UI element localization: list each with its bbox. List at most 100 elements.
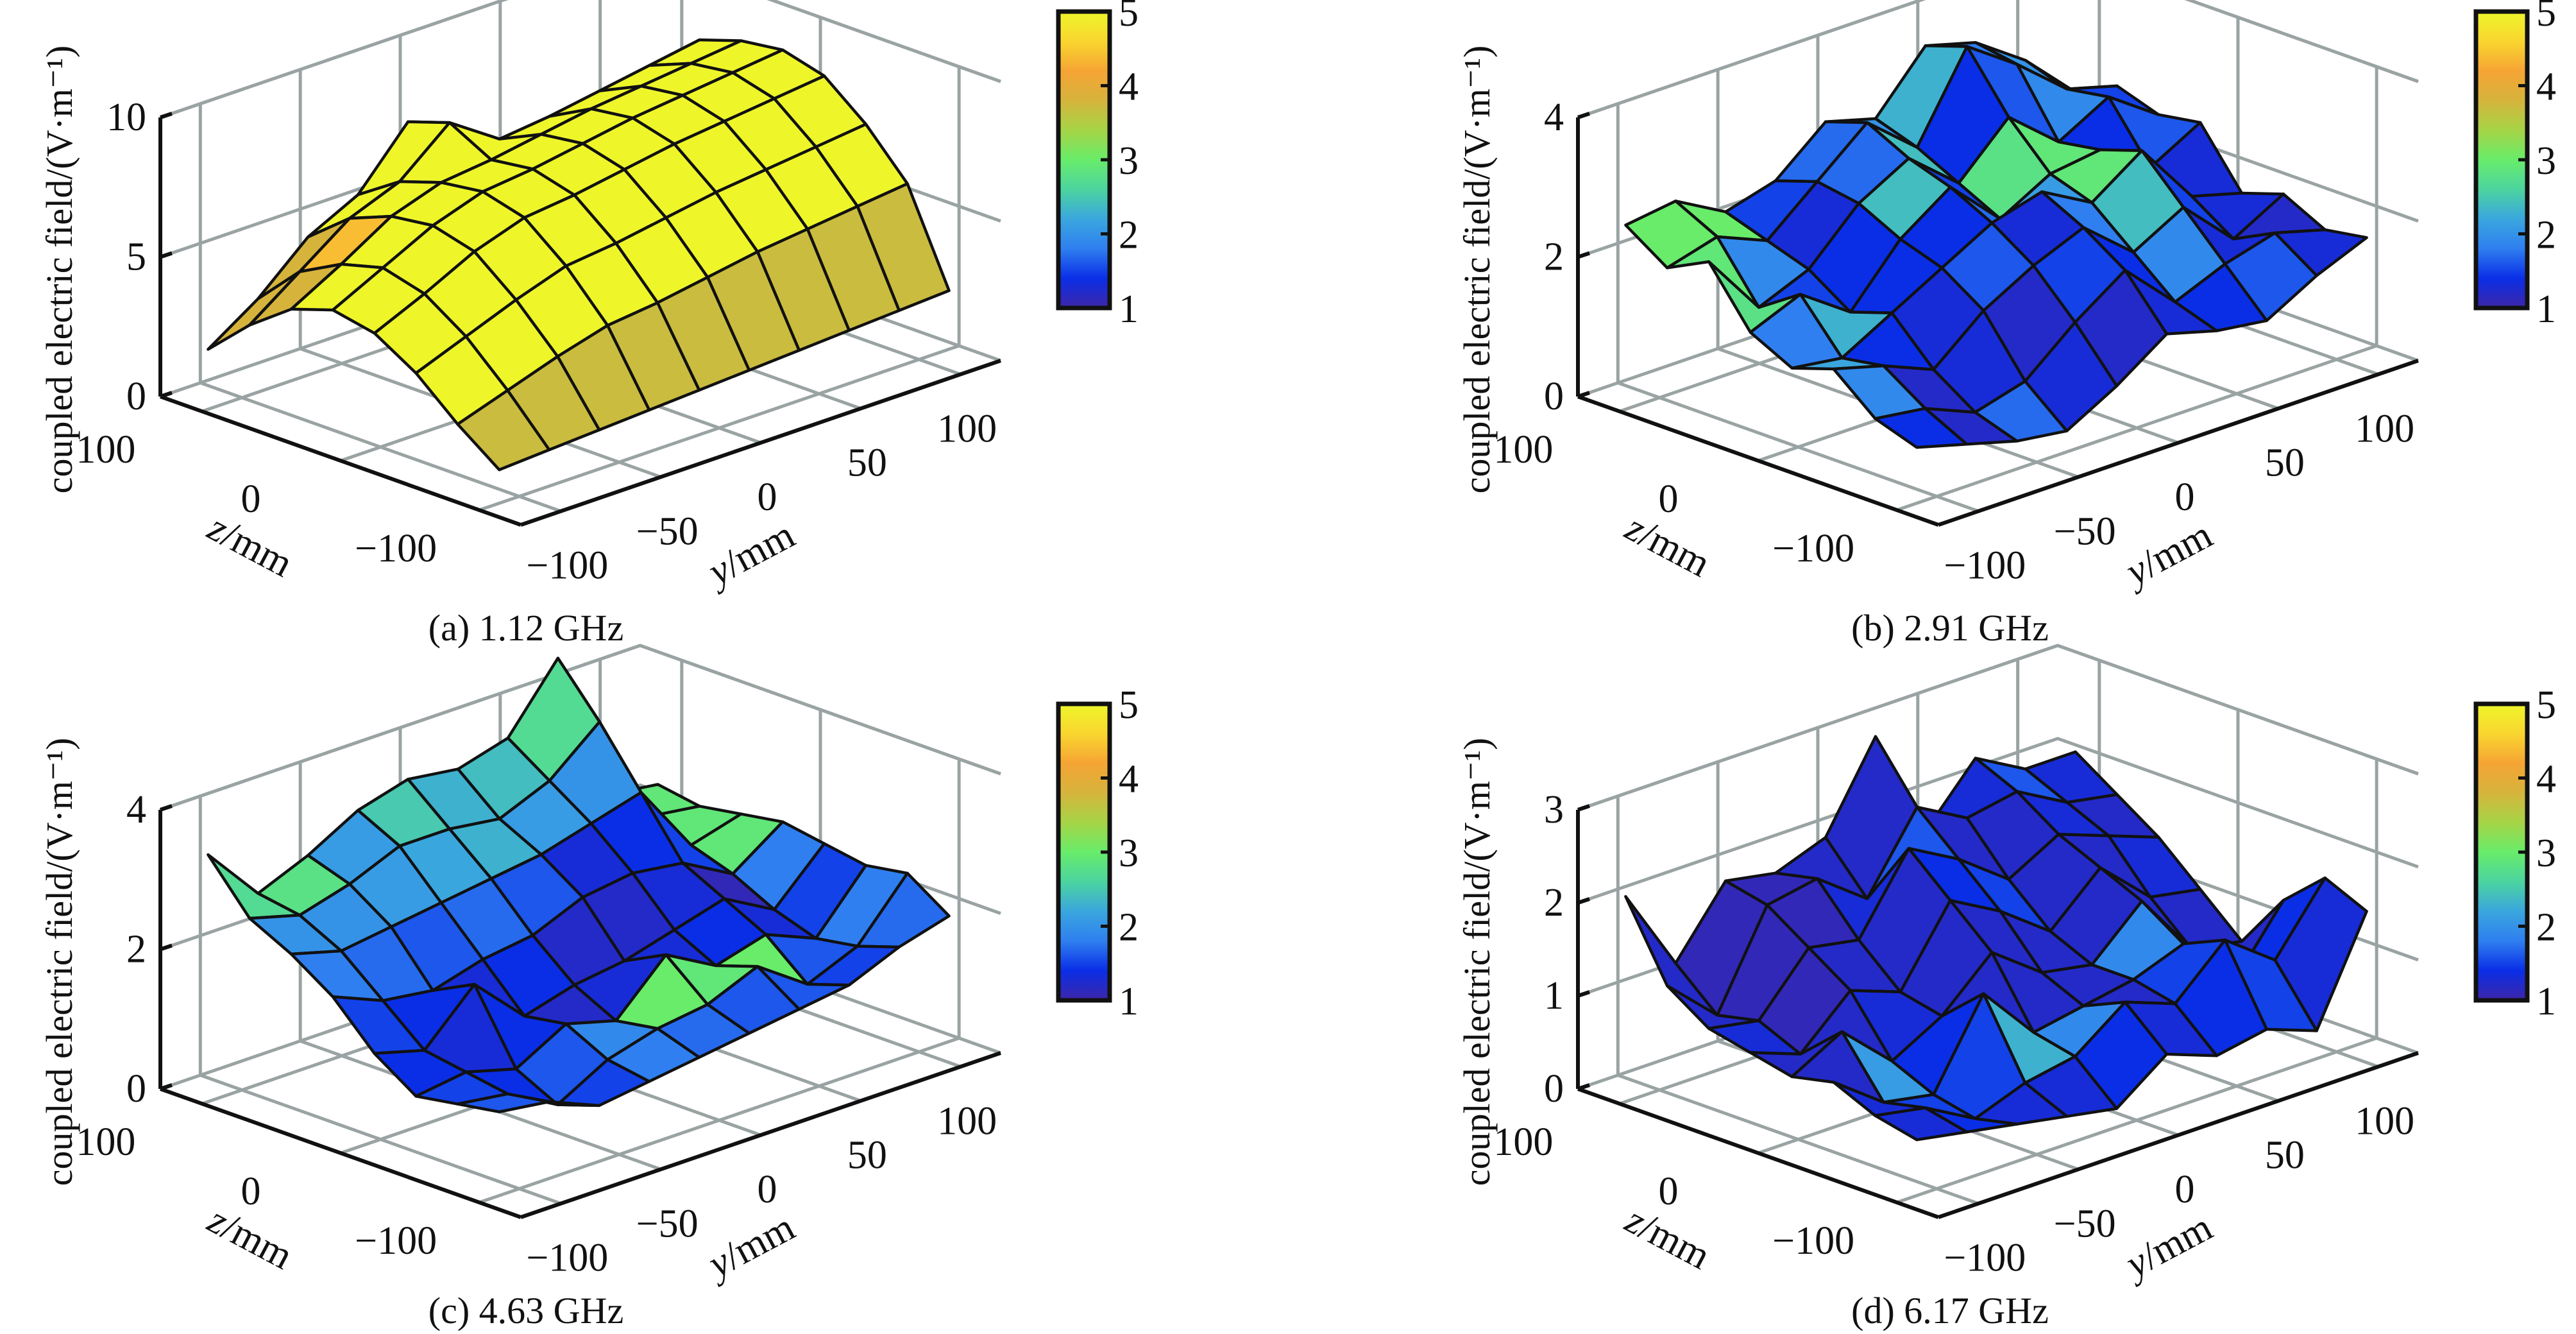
grid-line	[160, 0, 1001, 119]
z-tick-label: −100	[355, 527, 437, 570]
y-tick-label: 50	[2265, 441, 2305, 485]
y-tick-label: −50	[636, 509, 699, 553]
colorbar-tick-label: 5	[2536, 0, 2556, 35]
value-tick	[160, 251, 173, 259]
y-tick-label: −100	[526, 1236, 608, 1280]
surface-face	[456, 1092, 551, 1114]
value-tick-label: 2	[1544, 881, 1564, 925]
surface	[1624, 735, 2368, 1142]
z-tick-label: 0	[1659, 477, 1679, 521]
colorbar-tick-label: 2	[2536, 906, 2556, 950]
grid-line	[160, 644, 1001, 812]
y-tick-label: −100	[1944, 544, 2026, 588]
colorbar-tick-label: 3	[2536, 832, 2556, 875]
surface	[207, 656, 951, 1114]
y-axis-line	[1938, 1051, 2419, 1219]
y-axis-line	[520, 359, 1001, 527]
z-tick-label: −100	[355, 1219, 437, 1263]
value-tick-label: 2	[1544, 235, 1564, 279]
value-tick	[160, 1083, 173, 1091]
colorbar: 1 2 3 4 5	[2473, 0, 2556, 331]
value-tick	[160, 112, 173, 119]
z-tick-label: 100	[76, 1120, 135, 1164]
z-axis-line	[159, 395, 522, 527]
value-tick-label: 0	[126, 375, 146, 418]
value-axis-label: coupled electric field/(V·m⁻¹)	[38, 738, 80, 1186]
surface-face	[1874, 407, 1969, 449]
colorbar-tick-label: 2	[2536, 214, 2556, 257]
caption-b: (b) 2.91 GHz	[1851, 607, 2049, 649]
value-tick-label: 4	[1544, 96, 1564, 139]
y-tick-label: 50	[847, 441, 887, 485]
colorbar: 1 2 3 4 5	[1056, 683, 1139, 1023]
y-axis-label: y/mm	[2115, 1205, 2219, 1288]
y-tick-label: −50	[2054, 509, 2116, 553]
grid-line	[1577, 0, 2419, 119]
panel-a: (a) 1.12 GHz 0 5 10 100 0 −100 −100 −50 0 50 100 z/…	[38, 0, 1139, 649]
y-tick-label: 100	[2355, 1099, 2414, 1143]
z-tick-label: 100	[76, 428, 135, 472]
colorbar-tick-label: 2	[1119, 214, 1139, 257]
value-tick-label: 0	[1544, 1067, 1564, 1111]
value-tick	[160, 391, 173, 398]
y-tick-label: −100	[1944, 1236, 2026, 1280]
value-tick-label: 10	[106, 96, 146, 139]
y-tick-label: 0	[758, 1168, 777, 1211]
caption-a: (a) 1.12 GHz	[428, 607, 623, 649]
value-tick	[1577, 112, 1590, 119]
grid-line	[479, 1036, 960, 1204]
value-tick-label: 0	[126, 1067, 146, 1111]
z-tick-label: −100	[1772, 1219, 1854, 1263]
value-tick	[1577, 897, 1590, 905]
colorbar-tick-label: 5	[2536, 683, 2556, 727]
y-tick-label: 50	[2265, 1134, 2305, 1177]
grid-line	[479, 344, 960, 512]
value-tick	[1577, 1083, 1590, 1091]
value-axis-label: coupled electric field/(V·m⁻¹)	[38, 46, 80, 494]
value-tick-label: 4	[126, 788, 146, 832]
y-tick-label: −100	[526, 544, 608, 588]
value-tick	[1577, 391, 1590, 398]
colorbar-tick-label: 3	[2536, 139, 2556, 183]
y-axis-line	[520, 1051, 1001, 1219]
z-axis-line	[1577, 395, 1940, 527]
grid-line	[1896, 1036, 2377, 1204]
colorbar: 1 2 3 4 5	[1056, 0, 1139, 331]
z-tick-label: 100	[1493, 1120, 1553, 1164]
surface	[1624, 41, 2368, 449]
value-tick	[160, 804, 173, 812]
surface-face	[1874, 1106, 1969, 1142]
y-tick-label: −50	[2054, 1202, 2116, 1245]
value-tick	[1577, 990, 1590, 998]
surface	[207, 38, 951, 472]
colorbar-tick-label: 1	[2536, 287, 2556, 331]
z-axis-line	[1577, 1087, 1940, 1219]
y-axis-line	[1938, 359, 2419, 527]
caption-d: (d) 6.17 GHz	[1851, 1290, 2049, 1331]
grid-line	[1577, 644, 2419, 812]
colorbar-tick-label: 3	[1119, 832, 1139, 875]
colorbar-tick-label: 1	[2536, 980, 2556, 1023]
value-tick-label: 1	[1544, 974, 1564, 1018]
value-axis-label: coupled electric field/(V·m⁻¹)	[1456, 46, 1498, 494]
grid-line	[1896, 344, 2377, 512]
y-tick-label: 100	[937, 407, 997, 450]
colorbar-tick-label: 4	[2536, 758, 2556, 801]
y-axis-label: y/mm	[698, 1205, 802, 1288]
y-tick-label: 50	[847, 1134, 887, 1177]
y-tick-label: 100	[937, 1099, 997, 1143]
z-tick-label: 0	[241, 477, 261, 521]
colorbar-tick-label: 4	[2536, 65, 2556, 109]
y-tick-label: 0	[758, 475, 777, 519]
caption-c: (c) 4.63 GHz	[428, 1290, 623, 1331]
value-tick-label: 0	[1544, 375, 1564, 418]
value-tick-label: 2	[126, 928, 146, 971]
value-tick	[1577, 804, 1590, 812]
colorbar-tick-label: 5	[1119, 683, 1139, 727]
